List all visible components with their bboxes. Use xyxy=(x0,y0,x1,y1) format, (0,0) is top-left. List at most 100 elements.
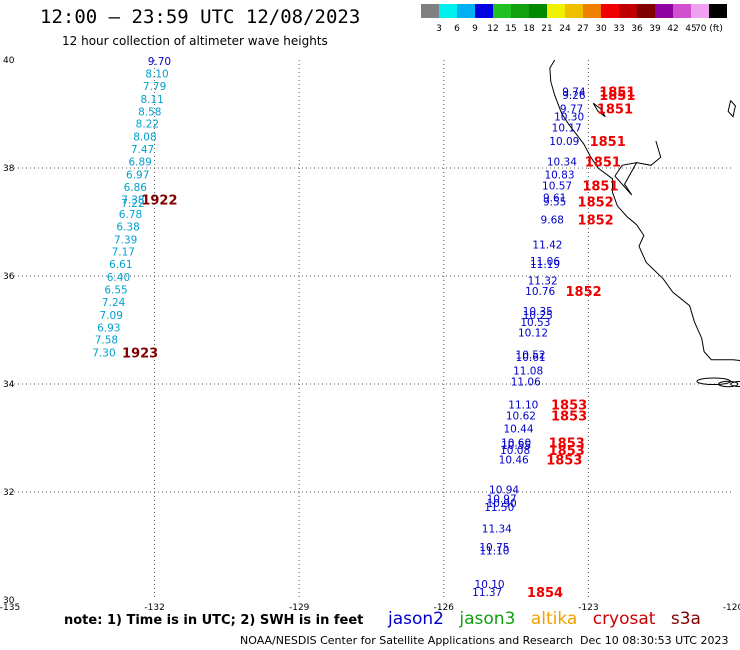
wave-height-label: 10.60 xyxy=(501,437,531,449)
wave-height-label: 7.24 xyxy=(102,297,126,309)
graticule xyxy=(9,57,734,601)
wave-height-label: 9.74 xyxy=(562,86,586,98)
california-coastline xyxy=(549,59,740,388)
time-label: 1851 xyxy=(597,103,633,118)
wave-height-label: 7.17 xyxy=(112,247,135,259)
scale-label: 45 xyxy=(685,24,696,34)
generation-timestamp: Dec 10 08:30:53 UTC 2023 xyxy=(580,634,729,647)
scale-label: 3 xyxy=(436,24,442,34)
lat-tick-label: 38 xyxy=(3,164,15,174)
wave-height-label: 8.10 xyxy=(145,69,168,81)
time-label: 1854 xyxy=(527,586,563,601)
altimeter-map: 40 38 36 34 32 30-135 -132 -129 -126 -123 -120 9.7… xyxy=(0,56,740,610)
wave-height-label: 10.90 xyxy=(487,498,517,510)
time-label: 1851 xyxy=(582,179,618,194)
scale-label: 33 xyxy=(613,24,624,34)
lon-tick-label: -132 xyxy=(144,603,164,610)
wave-height-label: 8.22 xyxy=(136,119,159,131)
wave-height-label: 10.34 xyxy=(547,157,577,169)
lat-tick-label: 34 xyxy=(3,380,15,390)
wave-height-label: 9.70 xyxy=(148,56,171,68)
wave-height-label: 10.44 xyxy=(503,423,533,435)
wave-height-label: 6.86 xyxy=(124,182,148,194)
wave-height-label: 7.58 xyxy=(95,335,118,347)
wave-height-label: 10.46 xyxy=(499,455,529,467)
wave-height-label: 10.53 xyxy=(520,317,550,329)
lon-tick-label: -123 xyxy=(578,603,598,610)
wave-height-label: 10.76 xyxy=(525,286,555,298)
wave-height-label: 8.08 xyxy=(133,132,156,144)
wave-height-label: 10.10 xyxy=(475,579,505,591)
wave-height-label: 11.42 xyxy=(532,240,562,252)
time-label: 1853 xyxy=(551,399,587,414)
legend-altika: altika xyxy=(530,609,578,629)
scale-swatch xyxy=(439,4,457,18)
scale-label: 24 xyxy=(559,24,571,34)
scale-swatch xyxy=(601,4,619,18)
credit-line: NOAA/NESDIS Center for Satellite Applica… xyxy=(240,634,574,647)
wave-height-label: 10.62 xyxy=(506,410,536,422)
lat-tick-label: 36 xyxy=(3,272,15,282)
wave-height-label: 11.50 xyxy=(484,502,514,514)
wave-height-label: 6.38 xyxy=(116,221,139,233)
wave-height-label: 7.79 xyxy=(143,81,166,93)
wave-height-label: 10.75 xyxy=(479,542,509,554)
wave-height-label: 11.34 xyxy=(482,524,512,536)
scale-label: 30 xyxy=(595,24,607,34)
wave-height-label: 10.12 xyxy=(518,328,548,340)
wave-height-label: 6.89 xyxy=(128,157,151,169)
wave-height-observations: 9.708.107.798.118.588.228.087.476.896.97… xyxy=(92,56,635,601)
wave-height-label: 11.10 xyxy=(508,400,538,412)
map-title: 12:00 – 23:59 UTC 12/08/2023 xyxy=(40,6,361,28)
scale-label: 21 xyxy=(541,24,552,34)
time-label: 1853 xyxy=(546,454,582,469)
wave-height-label: 11.06 xyxy=(511,376,541,388)
scale-swatch xyxy=(709,4,727,18)
lat-tick-label: 40 xyxy=(3,56,15,66)
scale-label: 12 xyxy=(487,24,498,34)
wave-height-label: 9.26 xyxy=(562,90,586,102)
scale-swatch xyxy=(673,4,691,18)
scale-label: 6 xyxy=(454,24,460,34)
lon-tick-label: -135 xyxy=(0,603,20,610)
wave-height-label: 10.52 xyxy=(516,349,546,361)
wave-height-label: 9.77 xyxy=(560,104,583,116)
axis-tick-labels: 40 38 36 34 32 30-135 -132 -129 -126 -123 -120 xyxy=(0,56,740,610)
wave-height-label: 10.08 xyxy=(500,445,530,457)
wave-height-label: 8.58 xyxy=(138,106,161,118)
scale-label: 9 xyxy=(472,24,478,34)
coastline-path xyxy=(549,59,740,361)
legend-jason3: jason3 xyxy=(459,609,516,629)
wave-height-label: 10.25 xyxy=(523,310,553,322)
lat-tick-label: 30 xyxy=(3,596,15,606)
wave-height-label: 10.55 xyxy=(501,440,531,452)
scale-swatch xyxy=(583,4,601,18)
lake-tahoe xyxy=(727,100,736,118)
scale-swatch xyxy=(619,4,637,18)
time-label: 1853 xyxy=(549,444,585,459)
wave-height-label: 11.32 xyxy=(528,275,558,287)
scale-label: 39 xyxy=(649,24,661,34)
time-label: 1853 xyxy=(551,409,587,424)
delta-outline xyxy=(636,140,662,166)
clear-lake xyxy=(592,102,606,118)
time-label: 1851 xyxy=(590,135,626,150)
scale-label: 70 (ft) xyxy=(695,24,723,34)
lat-tick-label: 32 xyxy=(3,488,14,498)
scale-swatch xyxy=(475,4,493,18)
legend-s3a: s3a xyxy=(670,609,701,629)
wave-height-label: 7.47 xyxy=(131,144,154,156)
scale-swatch xyxy=(565,4,583,18)
time-label: 1851 xyxy=(585,156,621,171)
time-label: 1922 xyxy=(141,193,177,208)
wave-height-label: 9.55 xyxy=(543,196,566,208)
legend-cryosat: cryosat xyxy=(592,609,656,629)
scale-swatch xyxy=(511,4,529,18)
lon-tick-label: -129 xyxy=(289,603,310,610)
wave-height-label: 7.38 xyxy=(121,194,144,206)
lon-tick-label: -120 xyxy=(723,603,740,610)
wave-height-label: 11.08 xyxy=(513,366,543,378)
wave-height-label: 11.10 xyxy=(479,545,509,557)
wave-height-label: 11.37 xyxy=(472,587,502,599)
